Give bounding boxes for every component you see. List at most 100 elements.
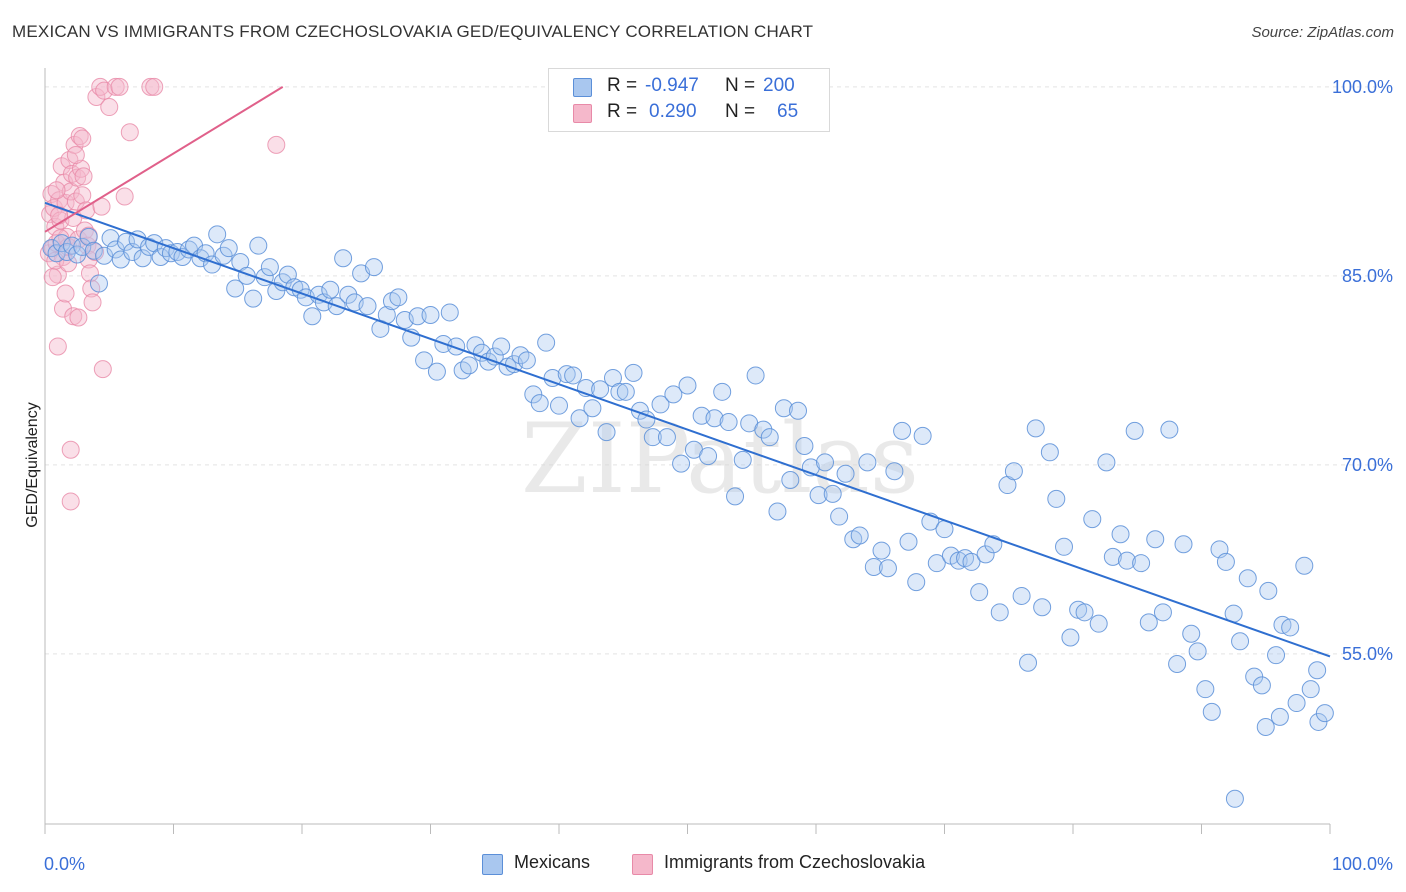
data-point-czechoslovakia (95, 81, 114, 100)
data-point-czechoslovakia (115, 187, 134, 206)
data-point-mexican (1004, 462, 1023, 481)
data-point-mexican (624, 363, 643, 382)
data-point-mexican (678, 376, 697, 395)
data-point-mexican (616, 382, 635, 401)
data-point-czechoslovakia (80, 264, 99, 283)
legend-swatch-pink (573, 104, 592, 123)
data-point-mexican (1231, 632, 1250, 651)
data-point-czechoslovakia (61, 492, 80, 511)
data-point-mexican (699, 447, 718, 466)
data-point-mexican (726, 487, 745, 506)
data-point-mexican (583, 399, 602, 418)
data-point-mexican (1103, 547, 1122, 566)
data-point-mexican (358, 297, 377, 316)
bottom-legend-swatch-pink (632, 854, 653, 875)
data-point-mexican (84, 241, 103, 260)
data-point-mexican (1047, 489, 1066, 508)
data-point-mexican (1132, 554, 1151, 573)
data-point-mexican (1256, 717, 1275, 736)
legend-n-label: N = (725, 101, 756, 122)
data-point-mexican (719, 413, 738, 432)
data-point-czechoslovakia (48, 265, 67, 284)
data-point-mexican (795, 437, 814, 455)
data-point-mexican (1097, 453, 1116, 472)
data-point-mexican (1238, 569, 1257, 588)
data-point-mexican (878, 559, 897, 578)
data-point-mexican (447, 337, 466, 356)
data-point-mexican (1168, 654, 1187, 673)
data-point-mexican (823, 484, 842, 503)
data-point-mexican (1309, 712, 1328, 731)
y-axis-label: GED/Equivalency (24, 402, 41, 527)
data-point-mexican (1033, 598, 1052, 617)
data-point-mexican (1139, 613, 1158, 632)
data-point-mexican (858, 453, 877, 472)
data-point-mexican (1216, 552, 1235, 571)
data-point-mexican (517, 351, 536, 370)
data-point-czechoslovakia (66, 145, 85, 164)
data-point-mexican (809, 486, 828, 505)
data-point-mexican (1146, 530, 1165, 549)
data-point-czechoslovakia (141, 77, 160, 96)
data-point-mexican (1287, 694, 1306, 713)
data-point-mexican (1026, 419, 1045, 438)
tick-labels: 100.0% 85.0% 70.0% 55.0% 0.0% 100.0% (44, 77, 1393, 874)
data-point-mexican (1083, 510, 1102, 529)
data-point-mexican (408, 307, 427, 326)
data-point-mexican (760, 428, 779, 447)
bottom-legend-label: Immigrants from Czechoslovakia (664, 852, 926, 872)
data-point-mexican (557, 365, 576, 384)
data-point-mexican (1259, 581, 1278, 600)
data-point-mexican (746, 366, 765, 385)
data-point-mexican (1111, 525, 1130, 544)
data-point-mexican (339, 285, 358, 304)
legend-r-value: -0.947 (645, 75, 699, 96)
trend-lines (44, 86, 1331, 658)
data-point-mexican (524, 385, 543, 404)
data-point-mexican (768, 502, 787, 521)
data-point-mexican (1308, 661, 1327, 680)
data-point-mexican (389, 288, 408, 307)
data-point-mexican (1182, 624, 1201, 643)
data-point-mexican (42, 239, 61, 258)
chart-title: MEXICAN VS IMMIGRANTS FROM CZECHOSLOVAKI… (12, 22, 814, 41)
data-point-mexican (899, 532, 918, 551)
data-point-mexican (913, 426, 932, 445)
data-point-mexican (637, 410, 656, 429)
data-point-mexican (1019, 653, 1038, 672)
data-point-mexican (1196, 680, 1215, 699)
bottom-legend-label: Mexicans (514, 852, 591, 872)
data-point-mexican (260, 258, 279, 277)
data-point-mexican (421, 305, 440, 324)
legend-r-label: R = (607, 101, 638, 122)
data-point-czechoslovakia (267, 135, 286, 154)
data-point-mexican (244, 289, 263, 308)
source-credit: Source: ZipAtlas.com (1251, 24, 1394, 41)
trend-line-mexicans (44, 201, 1331, 658)
data-point-mexican (219, 239, 238, 258)
data-point-mexican (334, 249, 353, 268)
data-point-czechoslovakia (53, 299, 72, 318)
data-point-mexican (73, 237, 92, 256)
data-point-czechoslovakia (83, 293, 102, 312)
data-point-mexican (672, 454, 691, 473)
data-point-mexican (1301, 680, 1320, 699)
data-point-mexican (1075, 603, 1094, 622)
data-point-mexican (226, 279, 245, 298)
data-point-mexican (962, 552, 981, 571)
trend-line-czechoslovakia (44, 86, 284, 233)
data-point-mexican (364, 258, 383, 277)
data-point-mexican (610, 382, 629, 401)
data-point-mexican (101, 229, 120, 248)
data-point-czechoslovakia (61, 440, 80, 459)
data-point-mexican (415, 351, 434, 370)
x-tick-label: 100.0% (1332, 854, 1393, 874)
data-point-mexican (885, 462, 904, 481)
data-point-mexican (1040, 443, 1059, 462)
data-point-mexican (893, 421, 912, 440)
data-point-mexican (303, 307, 322, 326)
data-point-mexican (52, 234, 71, 253)
data-point-czechoslovakia (93, 360, 112, 379)
data-point-czechoslovakia (73, 129, 92, 148)
data-point-mexican (116, 232, 135, 251)
